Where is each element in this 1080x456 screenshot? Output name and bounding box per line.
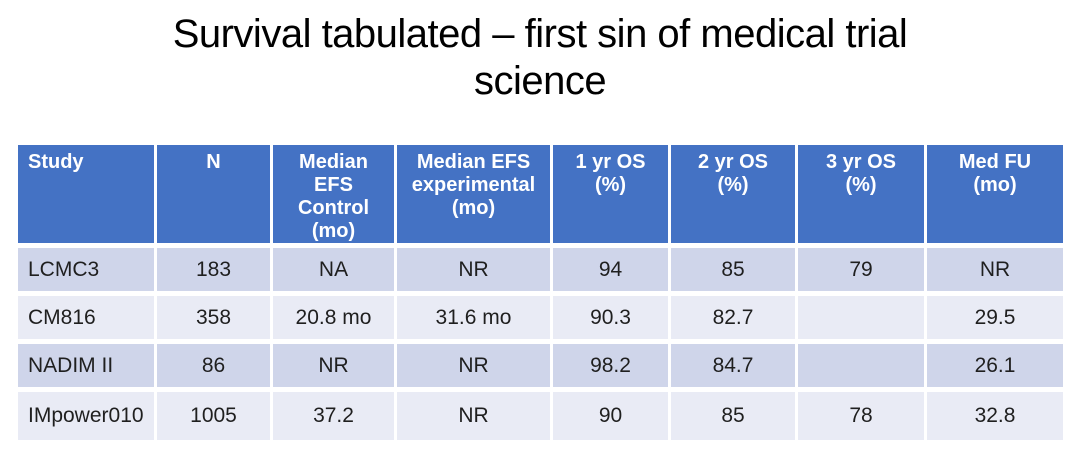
slide-title: Survival tabulated – first sin of medica… [0,11,1080,105]
cell-efs-experimental: NR [397,344,553,392]
cell-med-fu: 32.8 [927,392,1063,440]
col-header-med-fu: Med FU (mo) [927,145,1063,248]
cell-efs-control: NR [273,344,397,392]
table-row-nadim-ii: NADIM II 86 NR NR 98.2 84.7 26.1 [18,344,1063,392]
cell-med-fu: 29.5 [927,296,1063,344]
col-header-1yr-os: 1 yr OS (%) [553,145,671,248]
cell-n: 183 [157,248,273,296]
cell-2yr-os: 84.7 [671,344,798,392]
col-header-n: N [157,145,273,248]
cell-efs-control: NA [273,248,397,296]
col-header-median-efs-experimental: Median EFS experimental (mo) [397,145,553,248]
table-row-cm816: CM816 358 20.8 mo 31.6 mo 90.3 82.7 29.5 [18,296,1063,344]
cell-study: IMpower010 [18,392,157,440]
col-header-study: Study [18,145,157,248]
cell-efs-control: 20.8 mo [273,296,397,344]
cell-efs-control: 37.2 [273,392,397,440]
cell-study: CM816 [18,296,157,344]
cell-1yr-os: 90.3 [553,296,671,344]
slide-title-line1: Survival tabulated – first sin of medica… [172,12,908,56]
cell-3yr-os: 78 [798,392,927,440]
table-header-row: Study N Median EFS Control (mo) Median E… [18,145,1063,248]
cell-study: NADIM II [18,344,157,392]
cell-study: LCMC3 [18,248,157,296]
cell-1yr-os: 98.2 [553,344,671,392]
cell-1yr-os: 90 [553,392,671,440]
survival-data-table: Study N Median EFS Control (mo) Median E… [18,145,1063,440]
slide-title-line2: science [473,59,607,103]
table-row-impower010: IMpower010 1005 37.2 NR 90 85 78 32.8 [18,392,1063,440]
cell-2yr-os: 85 [671,392,798,440]
cell-3yr-os [798,344,927,392]
cell-1yr-os: 94 [553,248,671,296]
cell-2yr-os: 82.7 [671,296,798,344]
cell-efs-experimental: 31.6 mo [397,296,553,344]
cell-n: 1005 [157,392,273,440]
col-header-median-efs-control: Median EFS Control (mo) [273,145,397,248]
col-header-2yr-os: 2 yr OS (%) [671,145,798,248]
cell-3yr-os [798,296,927,344]
cell-n: 358 [157,296,273,344]
cell-efs-experimental: NR [397,392,553,440]
cell-med-fu: NR [927,248,1063,296]
cell-2yr-os: 85 [671,248,798,296]
col-header-3yr-os: 3 yr OS (%) [798,145,927,248]
cell-med-fu: 26.1 [927,344,1063,392]
cell-efs-experimental: NR [397,248,553,296]
cell-3yr-os: 79 [798,248,927,296]
cell-n: 86 [157,344,273,392]
table-row-lcmc3: LCMC3 183 NA NR 94 85 79 NR [18,248,1063,296]
